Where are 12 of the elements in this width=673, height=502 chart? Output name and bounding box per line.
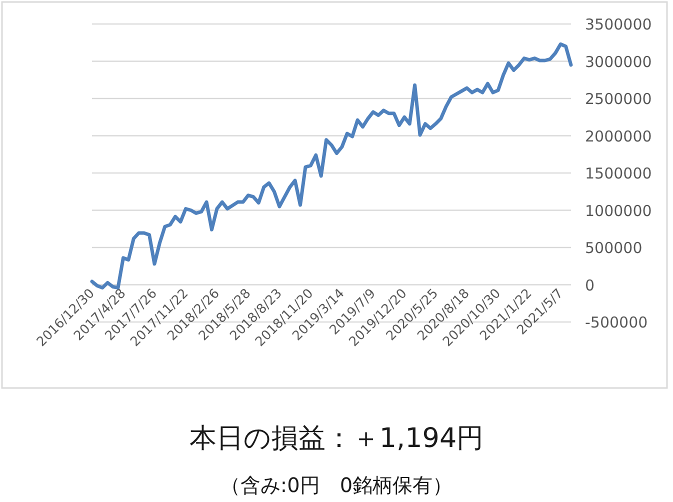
y-tick-label: 2000000 xyxy=(585,127,652,146)
text: 本日の損益：＋1,194円 xyxy=(189,423,484,454)
y-tick-label: -500000 xyxy=(585,314,648,332)
text: （含み:0円 0銘柄保有） xyxy=(220,473,453,497)
y-tick-label: 1500000 xyxy=(585,164,652,182)
y-tick-label: 500000 xyxy=(585,239,642,257)
line-series xyxy=(90,42,573,290)
y-tick-label: 0 xyxy=(585,276,595,294)
y-tick-label: 1000000 xyxy=(585,202,652,220)
y-tick-label: 3500000 xyxy=(585,16,652,34)
y-tick-label: 3000000 xyxy=(585,52,652,71)
y-tick-label: 2500000 xyxy=(585,90,652,108)
